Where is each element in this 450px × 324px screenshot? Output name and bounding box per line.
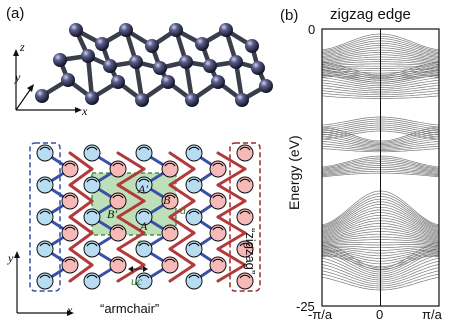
panel-a: (a) z y x — [6, 5, 273, 317]
band-plot-title: zigzag edge — [330, 6, 411, 23]
atom-3d — [161, 75, 175, 89]
unit-cell-label: uc — [131, 274, 143, 288]
atom-3d — [103, 59, 117, 73]
x-tick-pi: π/a — [422, 307, 442, 322]
atom-3d — [195, 37, 209, 51]
atom-3d — [179, 55, 193, 69]
honeycomb-lattice — [14, 142, 261, 316]
buckled-structure-3d — [35, 23, 273, 107]
atom-3d — [81, 49, 95, 63]
y-tick-top: 0 — [308, 22, 316, 37]
atom-3d — [245, 39, 259, 53]
atom-3d — [229, 55, 243, 69]
axis3d-z-label: z — [20, 40, 25, 54]
panel-b: (b) zigzag edge 0 -25 Energy (eV) -π/a 0… — [280, 0, 450, 324]
atom-3d — [85, 91, 99, 105]
atom-3d — [153, 61, 167, 75]
vector-c-label: c — [137, 235, 143, 249]
axes-3d — [13, 49, 82, 113]
atom-3d — [111, 75, 125, 89]
atom-3d — [135, 93, 149, 107]
atom-3d — [35, 89, 49, 103]
x-tick-neg-pi: -π/a — [308, 307, 333, 322]
vector-a-label: a — [180, 203, 186, 217]
x-tick-zero: 0 — [376, 307, 384, 322]
atom-3d — [211, 75, 225, 89]
y-tick-bottom: -25 — [296, 299, 315, 314]
atom-3d — [259, 79, 273, 93]
atom-3d — [69, 23, 83, 37]
site-label-a-prime: A' — [138, 182, 148, 196]
atom-3d — [145, 39, 159, 53]
y-axis-label: Energy (eV) — [286, 135, 302, 210]
panel-a-label: (a) — [6, 5, 25, 22]
site-label-a: A — [140, 219, 148, 233]
atom-3d — [129, 55, 143, 69]
atom-3d — [61, 73, 75, 87]
zigzag-edge-box — [229, 142, 261, 292]
site-label-b-prime: B' — [107, 207, 117, 221]
atom-3d — [251, 61, 265, 75]
atom-3d — [119, 23, 133, 37]
atom-3d — [53, 53, 67, 67]
atom-3d — [235, 93, 249, 107]
axis3d-x-label: x — [82, 104, 88, 118]
panel-b-label: (b) — [280, 7, 299, 24]
atom-3d — [203, 59, 217, 73]
lattice-axis-y-label: y — [8, 251, 14, 265]
site-label-b: B — [163, 193, 171, 207]
atom-3d — [95, 37, 109, 51]
armchair-edge-box — [29, 142, 61, 292]
atom-3d — [185, 93, 199, 107]
zigzag-label: “zigzag” — [243, 228, 258, 275]
band-structure-plot — [321, 28, 440, 307]
axis3d-y-label: y — [15, 70, 21, 84]
atom-3d — [219, 23, 233, 37]
armchair-label: “armchair” — [100, 301, 160, 316]
atom-3d — [169, 23, 183, 37]
lattice-axis-x-label: x — [67, 303, 73, 317]
